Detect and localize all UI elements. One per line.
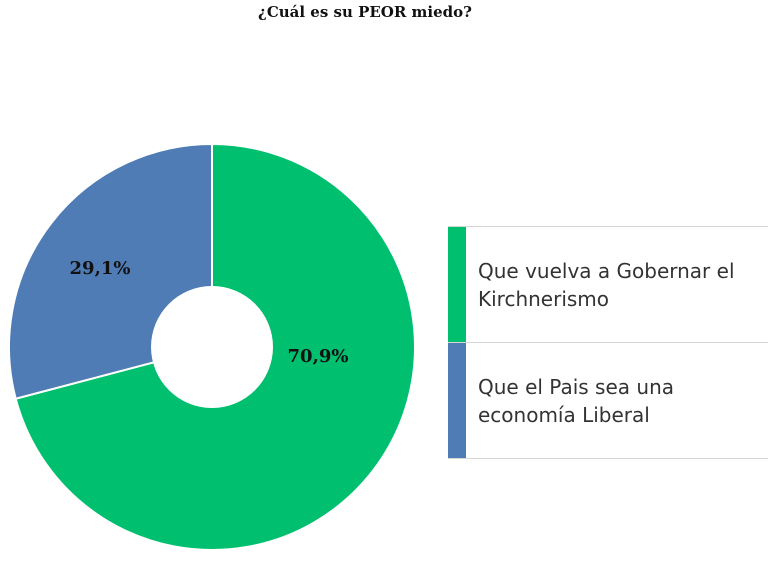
donut-hole	[151, 286, 273, 408]
legend-label-kirchnerismo: Que vuelva a Gobernar el Kirchnerismo	[478, 259, 735, 311]
slice-label-kirchnerismo: 70,9%	[288, 346, 349, 367]
donut-chart: 70,9% 29,1%	[8, 142, 416, 551]
legend-item-kirchnerismo: Que vuelva a Gobernar el Kirchnerismo	[448, 227, 768, 343]
legend: Que vuelva a Gobernar el Kirchnerismo Qu…	[448, 226, 768, 459]
chart-title: ¿Cuál es su PEOR miedo?	[258, 3, 472, 21]
slice-label-liberal: 29,1%	[70, 258, 131, 279]
legend-swatch-green	[448, 227, 466, 342]
legend-label-liberal: Que el Pais sea una economía Liberal	[478, 375, 674, 427]
legend-swatch-blue	[448, 343, 466, 458]
legend-item-liberal: Que el Pais sea una economía Liberal	[448, 343, 768, 459]
